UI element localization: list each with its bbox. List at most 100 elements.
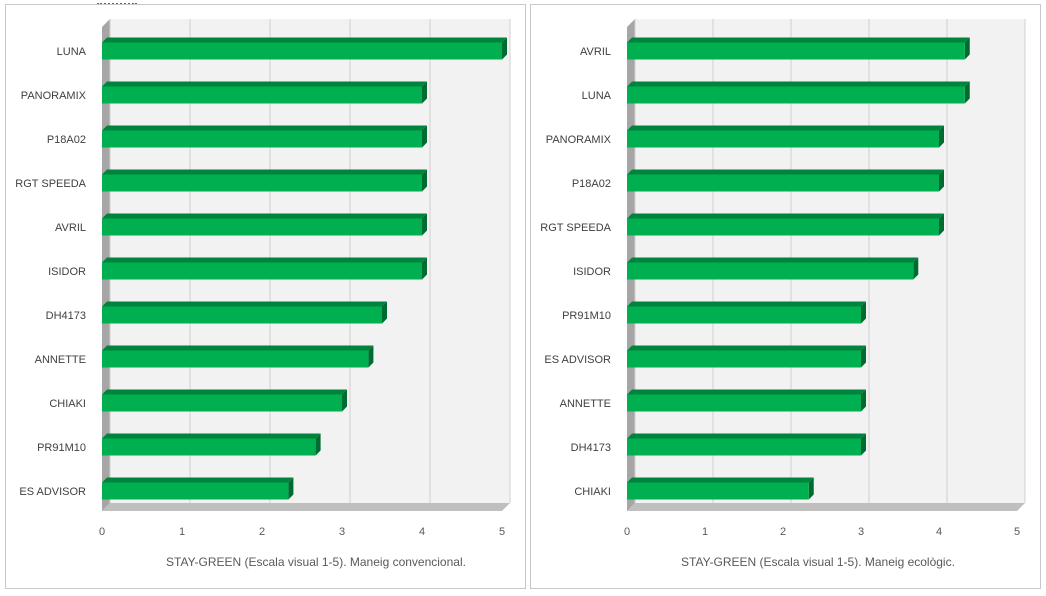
x-tick-label: 4 xyxy=(419,526,425,538)
bar xyxy=(627,394,861,412)
bar-end-face xyxy=(861,389,866,412)
category-label: CHIAKI xyxy=(574,486,611,498)
bar-top-face xyxy=(102,81,427,87)
bar-top-face xyxy=(627,169,944,175)
bar-top-face xyxy=(627,81,970,87)
category-label: PR91M10 xyxy=(562,310,611,322)
bar-end-face xyxy=(422,125,427,148)
bar-top-face xyxy=(627,37,970,43)
bar xyxy=(627,130,939,148)
category-label: ANNETTE xyxy=(35,354,86,366)
chart-panel-conventional: 0 1 2 3 4 5 LUNA PANORAMIX P18A02 RGT SPEEDA AVRIL… xyxy=(5,4,526,589)
bar-chart-conventional: 0 1 2 3 4 5 LUNA PANORAMIX P18A02 RGT SPEEDA AVRIL… xyxy=(15,19,511,569)
bar xyxy=(627,86,965,104)
bar-end-face xyxy=(808,477,814,500)
bar-end-face xyxy=(861,433,866,456)
x-tick-label: 5 xyxy=(1014,526,1020,538)
bar-top-face xyxy=(627,213,944,219)
bar-top-face xyxy=(102,433,321,439)
x-tick-label: 0 xyxy=(624,526,630,538)
x-tick-label: 4 xyxy=(936,526,942,538)
category-label: LUNA xyxy=(582,90,612,102)
category-label: CHIAKI xyxy=(49,398,86,410)
bar-end-face xyxy=(939,169,944,192)
x-tick-label: 5 xyxy=(499,526,505,538)
x-tick-label: 3 xyxy=(858,526,864,538)
bar-end-face xyxy=(861,345,866,368)
bar-top-face xyxy=(102,169,427,175)
bar xyxy=(627,174,939,192)
x-tick-label: 1 xyxy=(179,526,185,538)
bar-top-face xyxy=(102,213,427,219)
x-axis-title: STAY-GREEN (Escala visual 1-5). Maneig c… xyxy=(166,555,466,569)
category-label: AVRIL xyxy=(580,46,611,58)
category-label: RGT SPEEDA xyxy=(15,178,86,190)
bar-top-face xyxy=(627,345,866,351)
bar xyxy=(102,394,342,412)
bar xyxy=(102,130,422,148)
bar-end-face xyxy=(939,125,944,148)
x-axis-title: STAY-GREEN (Escala visual 1-5). Maneig e… xyxy=(681,555,955,569)
bar-end-face xyxy=(382,301,387,324)
bar-top-face xyxy=(627,257,919,263)
bar xyxy=(102,306,382,324)
bar-end-face xyxy=(422,257,427,280)
bar xyxy=(627,262,914,280)
bar-end-face xyxy=(939,213,944,236)
category-label: P18A02 xyxy=(572,178,611,190)
bar xyxy=(102,42,502,60)
bar xyxy=(627,350,861,368)
bar-end-face xyxy=(422,81,427,104)
bar-end-face xyxy=(964,81,970,104)
bar-end-face xyxy=(913,257,919,280)
bar xyxy=(102,350,369,368)
category-label: RGT SPEEDA xyxy=(540,222,611,234)
bar-top-face xyxy=(627,433,866,439)
category-label: ISIDOR xyxy=(48,266,86,278)
bar-top-face xyxy=(627,301,866,307)
category-label: LUNA xyxy=(57,46,87,58)
bar xyxy=(102,262,422,280)
chart-panel-ecological: 0 1 2 3 4 5 AVRIL LUNA PANORAMIX P18A02 RGT SPEEDA… xyxy=(530,4,1041,589)
bar xyxy=(627,482,809,500)
category-label: ISIDOR xyxy=(573,266,611,278)
bar xyxy=(627,218,939,236)
bar-end-face xyxy=(502,37,507,60)
plot-floor xyxy=(627,503,1025,511)
bar-top-face xyxy=(102,301,387,307)
bar-end-face xyxy=(288,477,294,500)
bar-end-face xyxy=(861,301,866,324)
bar-top-face xyxy=(627,125,944,131)
bar-top-face xyxy=(627,477,814,483)
plot-floor xyxy=(102,503,510,511)
bar-top-face xyxy=(627,389,866,395)
bar-top-face xyxy=(102,477,294,483)
category-label: ANNETTE xyxy=(560,398,611,410)
category-label: ES ADVISOR xyxy=(544,354,611,366)
bar xyxy=(627,42,965,60)
category-label: AVRIL xyxy=(55,222,86,234)
bar xyxy=(102,174,422,192)
category-label: DH4173 xyxy=(46,310,86,322)
bar xyxy=(627,438,861,456)
bar xyxy=(102,218,422,236)
category-label: ES ADVISOR xyxy=(19,486,86,498)
bar-end-face xyxy=(964,37,970,60)
bar-end-face xyxy=(422,169,427,192)
bar-top-face xyxy=(102,389,347,395)
bar xyxy=(102,86,422,104)
bar-top-face xyxy=(102,37,507,43)
bar-end-face xyxy=(342,389,347,412)
x-tick-label: 1 xyxy=(702,526,708,538)
x-tick-label: 0 xyxy=(99,526,105,538)
bar-top-face xyxy=(102,125,427,131)
x-tick-label: 2 xyxy=(259,526,265,538)
category-label: PR91M10 xyxy=(37,442,86,454)
bar xyxy=(627,306,861,324)
category-label: P18A02 xyxy=(47,134,86,146)
bar-top-face xyxy=(102,257,427,263)
x-tick-label: 3 xyxy=(339,526,345,538)
category-label: DH4173 xyxy=(571,442,611,454)
bar xyxy=(102,438,316,456)
bar-end-face xyxy=(368,345,374,368)
